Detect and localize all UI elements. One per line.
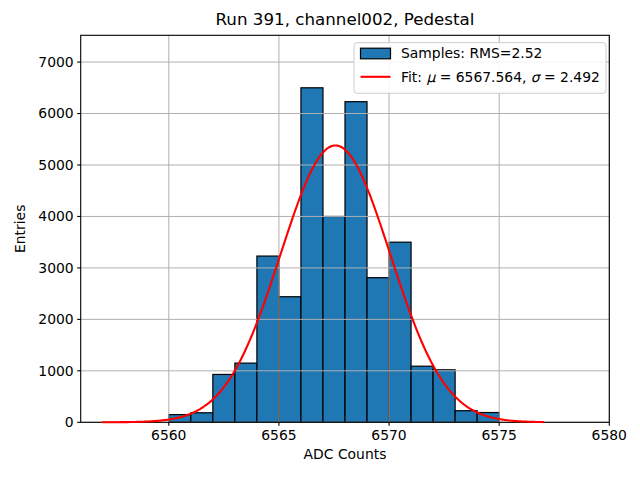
histogram-bar — [279, 297, 301, 423]
chart-title: Run 391, channel002, Pedestal — [216, 9, 475, 29]
histogram-bars — [169, 88, 499, 423]
histogram-bar — [213, 374, 235, 422]
x-tick-label: 6580 — [592, 427, 627, 443]
x-axis-label: ADC Counts — [304, 446, 387, 462]
histogram-bar — [235, 363, 257, 422]
histogram-bar — [301, 88, 323, 423]
histogram-bar — [257, 256, 279, 422]
histogram-bar — [433, 370, 455, 422]
y-tick-label: 4000 — [38, 208, 73, 224]
y-tick-label: 2000 — [38, 311, 73, 327]
x-tick-label: 6565 — [261, 427, 296, 443]
legend: Samples: RMS=2.52 Fit: μ = 6567.564, σ = … — [354, 43, 606, 94]
x-tick-label: 6560 — [151, 427, 186, 443]
x-tick-label: 6570 — [371, 427, 406, 443]
y-tick-label: 3000 — [38, 260, 73, 276]
pedestal-histogram-chart: 6560 6565 6570 6575 6580 0 1000 2000 3000 4000 500… — [0, 0, 640, 480]
histogram-figure: 6560 6565 6570 6575 6580 0 1000 2000 3000 4000 500… — [0, 0, 640, 480]
y-tick-label: 5000 — [38, 157, 73, 173]
histogram-bar — [191, 413, 213, 423]
y-tick-label: 7000 — [38, 54, 73, 70]
histogram-bar — [389, 242, 411, 422]
legend-samples-label: Samples: RMS=2.52 — [401, 45, 542, 61]
legend-samples-swatch — [361, 48, 391, 59]
histogram-bar — [411, 366, 433, 422]
y-tick-label: 6000 — [38, 105, 73, 121]
histogram-bar — [455, 411, 477, 423]
histogram-bar — [345, 102, 367, 423]
histogram-bar — [367, 278, 389, 423]
y-tick-label: 0 — [65, 414, 74, 430]
legend-fit-label: Fit: μ = 6567.564, σ = 2.492 — [401, 69, 600, 85]
x-tick-label: 6575 — [481, 427, 516, 443]
y-axis-label: Entries — [12, 205, 28, 253]
y-tick-label: 1000 — [38, 363, 73, 379]
